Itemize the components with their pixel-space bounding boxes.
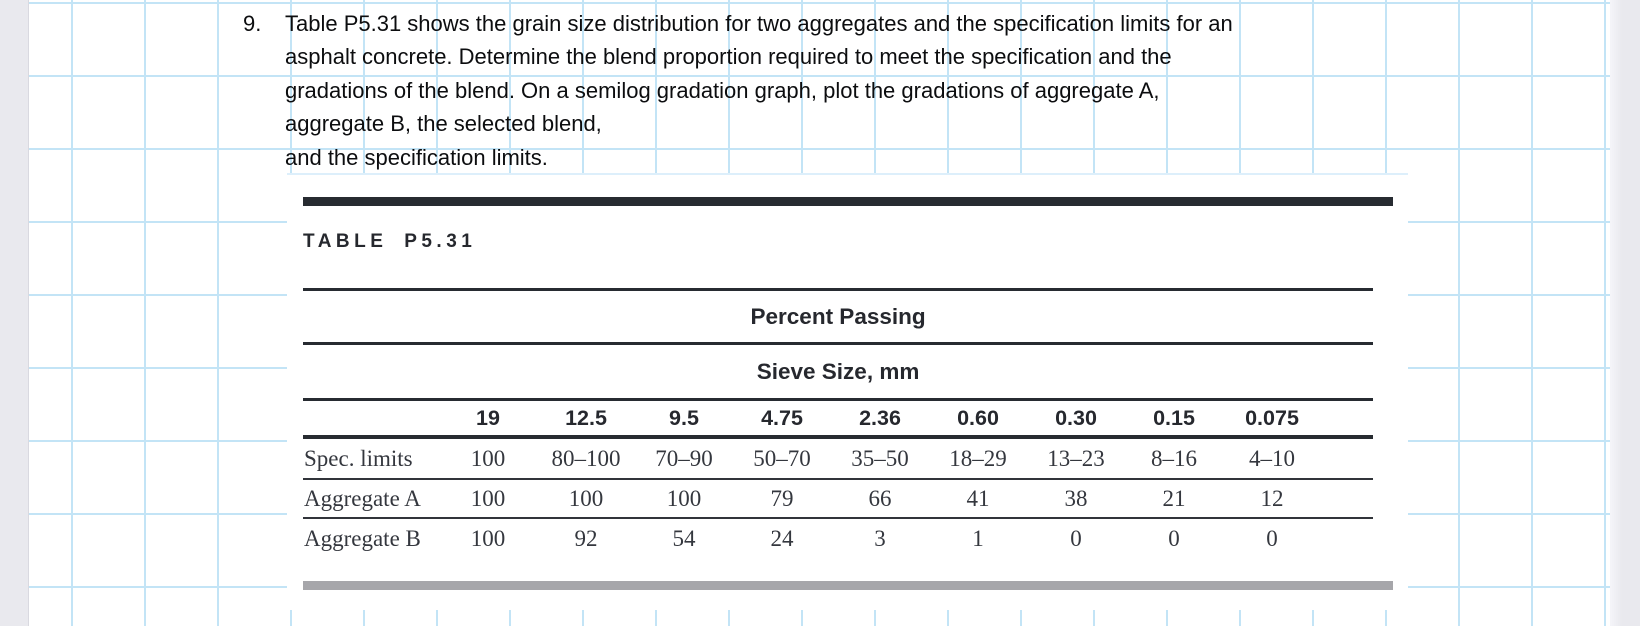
- sieve-size-header: 0.60: [929, 399, 1027, 439]
- problem-text: Table P5.31 shows the grain size distrib…: [285, 7, 1233, 174]
- sieve-size-header: 4.75: [733, 399, 831, 439]
- spacer-cell: [1321, 437, 1374, 480]
- table-cell: 38: [1027, 479, 1125, 519]
- table-cell: 41: [929, 479, 1027, 519]
- table-cell: 35–50: [831, 437, 929, 480]
- sieve-size-header-row: 19 12.5 9.5 4.75 2.36 0.60 0.30 0.15 0.0…: [303, 399, 1374, 439]
- sieve-size-header: 12.5: [537, 399, 635, 439]
- table-cell: 92: [574, 526, 598, 551]
- table-cell: 100: [439, 437, 537, 480]
- sieve-size-header: 0.30: [1027, 399, 1125, 439]
- table-cell: 79: [733, 479, 831, 519]
- table-cell: 100: [470, 526, 506, 551]
- row-label: Spec. limits: [303, 437, 439, 480]
- sieve-size-header: 19: [439, 399, 537, 439]
- problem-text-line: aggregate B, the selected blend,: [285, 111, 602, 137]
- table-cell: 100: [537, 479, 635, 519]
- table-cell: 21: [1125, 479, 1223, 519]
- table-cell: 24: [770, 526, 794, 551]
- table-cell: 18–29: [929, 437, 1027, 480]
- problem-text-line: and the specification limits.: [285, 144, 548, 170]
- problem-text-line: gradations of the blend. On a semilog gr…: [285, 77, 1160, 103]
- spacer-cell: [1321, 399, 1374, 439]
- row-label: Aggregate B: [304, 526, 421, 551]
- right-edge-strip: [1610, 0, 1640, 626]
- table-cell: 13–23: [1027, 437, 1125, 480]
- table-subgroup-header: Sieve Size, mm: [303, 343, 1374, 401]
- sieve-size-header: 0.075: [1223, 399, 1321, 439]
- table-cell: 1: [972, 526, 984, 551]
- table-cell: 50–70: [733, 437, 831, 480]
- table-cell: 0: [1266, 526, 1278, 551]
- problem-statement: 9. Table P5.31 shows the grain size dist…: [243, 7, 1233, 174]
- table-cell: 66: [831, 479, 929, 519]
- table-cell: 12: [1223, 479, 1321, 519]
- table-figure: TABLE P5.31 Percent Passing Sieve Size, …: [287, 173, 1408, 610]
- table-cell: 80–100: [537, 437, 635, 480]
- table-cell: 4–10: [1223, 437, 1321, 480]
- table-cell: 70–90: [635, 437, 733, 480]
- table-cell: 3: [874, 526, 886, 551]
- sieve-size-header: 2.36: [831, 399, 929, 439]
- table-cell: 0: [1168, 526, 1180, 551]
- table-title: TABLE P5.31: [303, 231, 477, 252]
- percent-passing-table: Percent Passing Sieve Size, mm 19 12.5 9…: [303, 288, 1374, 559]
- table-row-aggregate-b: Aggregate B 100 92 54 24 3 1 0 0 0: [303, 518, 1373, 559]
- table-group-header: Percent Passing: [303, 288, 1374, 345]
- row-label-header: [303, 399, 439, 439]
- sieve-size-header: 9.5: [635, 399, 733, 439]
- table-cell: 100: [635, 479, 733, 519]
- spacer-cell: [1321, 518, 1373, 559]
- sieve-size-header: 0.15: [1125, 399, 1223, 439]
- table-row-spec-limits: Spec. limits 100 80–100 70–90 50–70 35–5…: [303, 437, 1374, 480]
- table-cell: 8–16: [1125, 437, 1223, 480]
- table-bottom-rule: [303, 581, 1393, 590]
- table-row-aggregate-a: Aggregate A 100 100 100 79 66 41 38 21 1…: [303, 479, 1374, 519]
- problem-text-line: Table P5.31 shows the grain size distrib…: [285, 11, 1233, 36]
- left-edge-strip: [0, 0, 29, 626]
- spacer-cell: [1321, 479, 1374, 519]
- problem-text-line: asphalt concrete. Determine the blend pr…: [285, 44, 1172, 70]
- table-cell: 0: [1070, 526, 1082, 551]
- problem-number: 9.: [243, 11, 262, 36]
- table-cell: 100: [439, 479, 537, 519]
- table-cell: 54: [672, 526, 696, 551]
- table-top-rule: [303, 197, 1393, 206]
- row-label: Aggregate A: [303, 479, 439, 519]
